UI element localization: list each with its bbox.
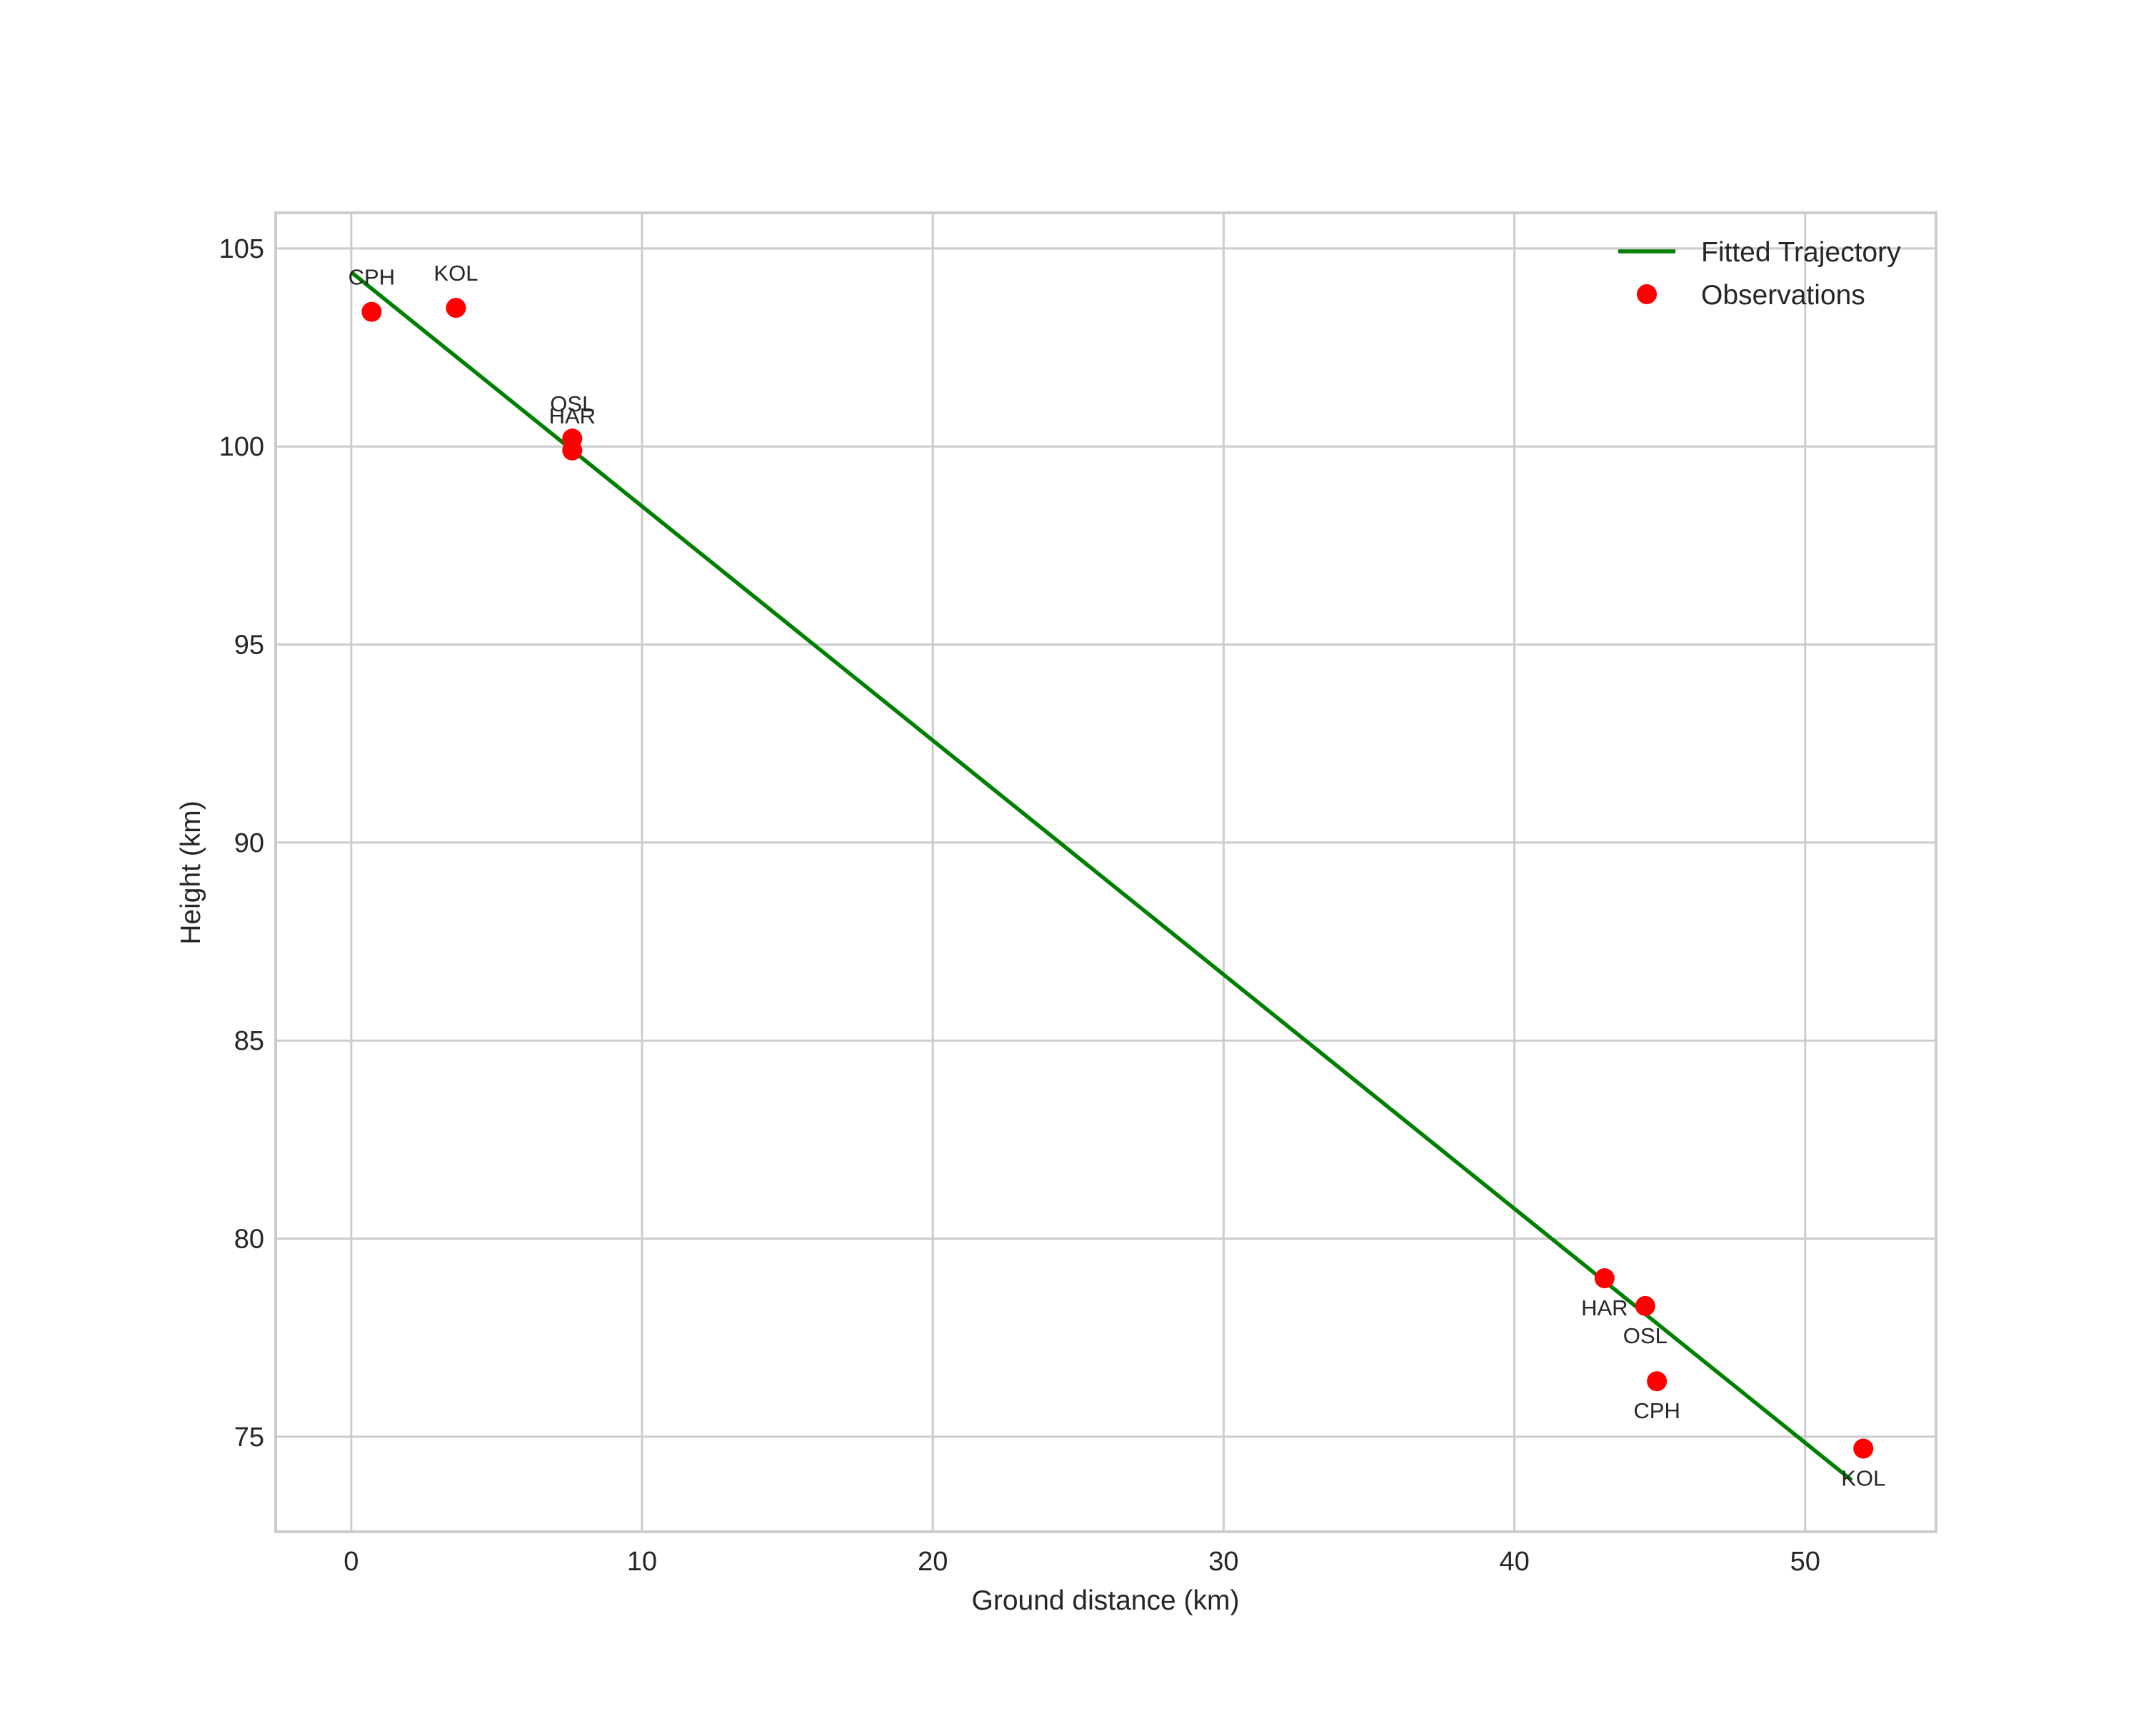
y-tick-label: 75 xyxy=(234,1423,264,1452)
station-label: CPH xyxy=(349,265,395,290)
y-tick-label: 85 xyxy=(234,1026,264,1056)
x-tick-label: 20 xyxy=(918,1547,948,1577)
y-tick-label: 90 xyxy=(234,828,264,858)
x-axis-ticks: 0 10 20 30 40 50 xyxy=(344,1547,1820,1577)
observation-marker xyxy=(446,298,466,318)
x-tick-label: 0 xyxy=(344,1547,359,1577)
legend-label: Observations xyxy=(1701,280,1865,311)
observation-marker xyxy=(361,301,382,322)
y-tick-label: 95 xyxy=(234,631,264,661)
legend: Fitted Trajectory Observations xyxy=(1618,237,1901,311)
station-label: KOL xyxy=(433,261,478,286)
x-tick-label: 30 xyxy=(1208,1547,1238,1577)
x-tick-label: 40 xyxy=(1499,1547,1529,1577)
legend-label: Fitted Trajectory xyxy=(1701,237,1901,268)
observation-points xyxy=(361,298,1874,1459)
x-axis-label: Ground distance (km) xyxy=(972,1585,1240,1616)
gridlines xyxy=(276,213,1936,1532)
y-tick-label: 100 xyxy=(219,432,264,462)
axes-frame xyxy=(274,211,1937,1533)
x-tick-label: 50 xyxy=(1790,1547,1820,1577)
station-label: CPH xyxy=(1633,1398,1680,1423)
observation-marker xyxy=(1635,1295,1655,1316)
observation-marker xyxy=(562,440,583,461)
x-tick-label: 10 xyxy=(627,1547,657,1577)
station-label: OSL xyxy=(1623,1323,1668,1348)
legend-marker-swatch xyxy=(1637,284,1657,304)
station-label: OSL xyxy=(550,391,594,416)
station-label: KOL xyxy=(1841,1466,1885,1491)
observation-marker xyxy=(1594,1268,1615,1289)
y-tick-label: 105 xyxy=(219,234,264,264)
plot-area-border xyxy=(274,211,1937,1533)
y-axis-ticks: 75 80 85 90 95 100 105 xyxy=(219,234,264,1452)
station-label: HAR xyxy=(549,403,596,428)
y-axis-label: Height (km) xyxy=(176,801,206,945)
station-label: HAR xyxy=(1581,1295,1628,1320)
observation-marker xyxy=(1647,1371,1668,1392)
y-tick-label: 80 xyxy=(234,1225,264,1255)
observation-marker xyxy=(1853,1438,1874,1459)
